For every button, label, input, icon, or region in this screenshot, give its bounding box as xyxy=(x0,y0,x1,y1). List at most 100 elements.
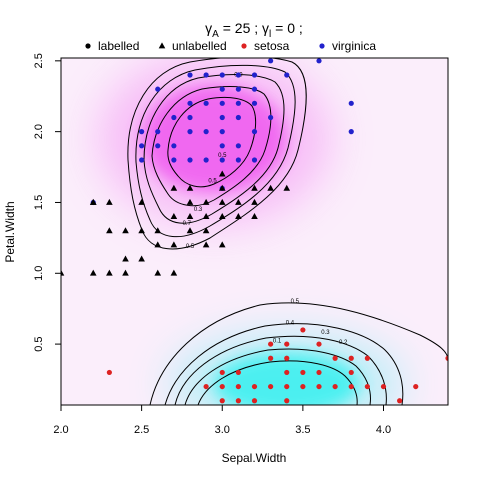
point-setosa xyxy=(332,355,338,361)
point-setosa xyxy=(106,369,112,376)
point-unlabelled xyxy=(202,198,210,205)
point-virginica xyxy=(235,86,241,92)
point-unlabelled xyxy=(170,269,178,276)
contour-label: 0.5 xyxy=(291,299,300,305)
point-virginica xyxy=(251,72,258,78)
point-virginica xyxy=(348,129,354,135)
contour-label: 0.5 xyxy=(208,179,217,185)
contour-virginica-3 xyxy=(143,74,285,224)
title-sub-a: A xyxy=(212,29,219,40)
point-setosa xyxy=(397,398,403,404)
x-tick-label: 2.0 xyxy=(53,424,68,436)
point-setosa xyxy=(235,398,241,404)
contour-virginica-inner xyxy=(167,96,257,188)
legend-marker-virginica xyxy=(319,43,325,49)
contour-label: 0.3 xyxy=(321,330,330,336)
legend-label-labelled: labelled xyxy=(98,39,139,53)
point-virginica xyxy=(235,143,241,149)
point-virginica xyxy=(139,129,145,135)
point-virginica xyxy=(251,86,258,92)
title-gamma-l: γ xyxy=(262,20,269,36)
point-unlabelled xyxy=(170,213,178,220)
point-virginica xyxy=(155,143,161,149)
point-virginica xyxy=(187,129,193,135)
point-unlabelled xyxy=(89,198,97,205)
point-unlabelled xyxy=(154,269,162,276)
point-setosa xyxy=(300,327,306,333)
point-virginica xyxy=(268,114,274,121)
point-virginica xyxy=(219,86,225,92)
point-unlabelled xyxy=(267,184,274,191)
point-virginica xyxy=(284,72,290,78)
point-virginica xyxy=(171,143,177,149)
contour-setosa-2 xyxy=(164,323,404,405)
point-virginica xyxy=(219,157,225,163)
point-setosa xyxy=(235,383,241,390)
point-virginica xyxy=(251,157,258,163)
point-unlabelled xyxy=(106,198,113,205)
point-virginica xyxy=(219,143,225,149)
data-points xyxy=(61,58,448,404)
point-setosa xyxy=(251,383,258,390)
point-unlabelled xyxy=(202,227,210,234)
contour-virginica-outer xyxy=(127,58,307,250)
point-setosa xyxy=(219,369,225,376)
point-unlabelled xyxy=(170,184,178,191)
point-unlabelled xyxy=(122,269,129,276)
y-tick-label: 2.0 xyxy=(33,124,45,139)
point-unlabelled xyxy=(283,184,291,191)
legend-marker-unlabelled xyxy=(158,42,166,49)
point-unlabelled xyxy=(218,198,226,205)
point-unlabelled xyxy=(122,227,129,234)
contour-label: 0.3 xyxy=(194,207,203,213)
point-setosa xyxy=(268,355,274,361)
y-tick-label: 0.5 xyxy=(33,336,45,351)
point-virginica xyxy=(235,100,241,106)
density-shading xyxy=(98,58,403,405)
legend-label-unlabelled: unlabelled xyxy=(172,39,227,53)
point-virginica xyxy=(219,114,225,121)
point-setosa xyxy=(300,383,306,390)
point-virginica xyxy=(348,100,354,106)
point-unlabelled xyxy=(202,213,210,220)
point-virginica xyxy=(139,143,145,149)
point-unlabelled xyxy=(138,227,145,234)
point-virginica xyxy=(316,58,322,64)
point-setosa xyxy=(284,355,290,361)
point-unlabelled xyxy=(106,269,113,276)
point-setosa xyxy=(380,383,387,390)
point-setosa xyxy=(268,383,274,390)
legend: labelled unlabelled setosa virginica xyxy=(85,39,376,53)
point-virginica xyxy=(187,100,193,106)
point-virginica xyxy=(203,157,209,163)
point-virginica xyxy=(251,100,258,106)
point-unlabelled xyxy=(186,227,194,234)
point-setosa xyxy=(235,369,241,376)
title-sub-l: l xyxy=(269,29,271,40)
point-unlabelled xyxy=(61,269,65,276)
point-setosa xyxy=(284,398,290,404)
point-virginica xyxy=(203,129,209,135)
contour-setosa-3 xyxy=(174,335,387,405)
point-setosa xyxy=(413,383,419,390)
contour-label: 0.5 xyxy=(218,153,227,159)
point-setosa xyxy=(268,341,274,347)
point-setosa xyxy=(445,355,448,361)
contour-label: 0.4 xyxy=(286,320,295,326)
point-virginica xyxy=(235,114,241,121)
point-setosa xyxy=(348,355,354,361)
point-setosa xyxy=(316,383,322,390)
x-tick-label: 2.5 xyxy=(134,424,149,436)
title-gamma-a: γ xyxy=(205,20,212,36)
point-unlabelled xyxy=(89,269,97,276)
point-setosa xyxy=(219,383,225,390)
legend-marker-labelled xyxy=(85,43,91,49)
point-setosa xyxy=(348,369,354,376)
point-setosa xyxy=(284,341,290,347)
point-setosa xyxy=(364,383,370,390)
point-unlabelled xyxy=(122,255,129,262)
point-unlabelled xyxy=(138,198,145,205)
point-virginica xyxy=(251,129,258,135)
point-unlabelled xyxy=(251,213,258,220)
contour-lines xyxy=(127,58,448,405)
